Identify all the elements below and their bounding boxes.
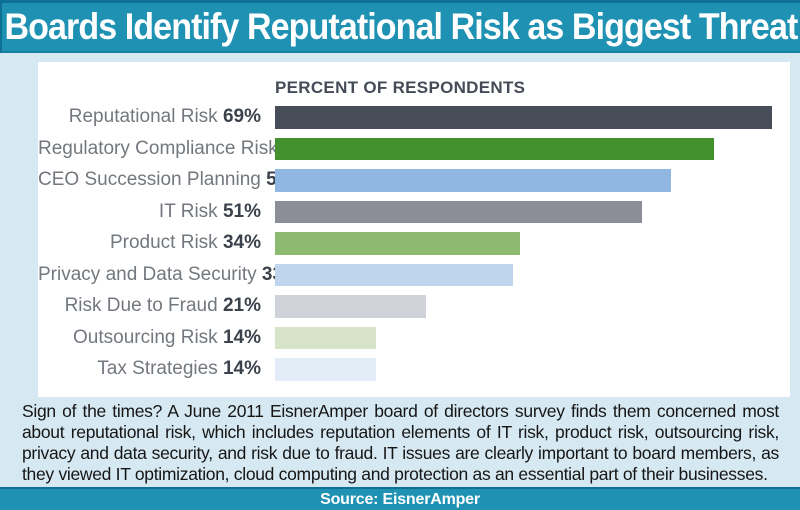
- bar-category-text: Privacy and Data Security: [38, 263, 262, 285]
- bar-value-text: 51%: [222, 200, 261, 222]
- chart-row: Tax Strategies 14%: [38, 358, 790, 381]
- source-bar: Source: EisnerAmper: [0, 487, 800, 510]
- bar-value-text: 21%: [222, 295, 261, 317]
- bar-label: Tax Strategies 14%: [38, 358, 261, 380]
- bar-track: [275, 263, 790, 286]
- header-banner: Boards Identify Reputational Risk as Big…: [0, 0, 800, 53]
- bar-label: CEO Succession Planning 55%: [38, 169, 304, 191]
- bar: [275, 358, 376, 381]
- bar-label: Risk Due to Fraud 21%: [38, 295, 261, 317]
- bar-value-text: 14%: [222, 326, 261, 348]
- bar-track: [275, 358, 790, 381]
- bar-label: Outsourcing Risk 14%: [38, 327, 261, 349]
- chart-row: Product Risk 34%: [38, 232, 790, 255]
- bar-category-text: Product Risk: [109, 232, 223, 254]
- chart-panel: PERCENT OF RESPONDENTS Reputational Risk…: [38, 62, 790, 397]
- bar: [275, 232, 520, 255]
- bar-track: [275, 200, 790, 223]
- bar-category-text: IT Risk: [158, 200, 223, 222]
- bar: [275, 295, 427, 318]
- bar-category-text: Outsourcing Risk: [73, 326, 223, 348]
- bar-track: [275, 326, 790, 349]
- bar: [275, 326, 376, 349]
- footer-paragraph: Sign of the times? A June 2011 EisnerAmp…: [22, 401, 779, 484]
- chart-title: PERCENT OF RESPONDENTS: [275, 78, 526, 97]
- chart-row: IT Risk 51%: [38, 200, 790, 223]
- chart-row: Outsourcing Risk 14%: [38, 326, 790, 349]
- bar: [275, 137, 715, 160]
- bar-track: [275, 137, 790, 160]
- bar-track: [275, 106, 790, 129]
- chart-rows: Reputational Risk 69% Regulatory Complian…: [38, 106, 790, 381]
- bar: [275, 200, 643, 223]
- chart-row: Risk Due to Fraud 21%: [38, 295, 790, 318]
- bar-track: [275, 169, 790, 192]
- chart-row: CEO Succession Planning 55%: [38, 169, 790, 192]
- bar-label: Reputational Risk 69%: [38, 106, 261, 128]
- bar: [275, 106, 772, 129]
- bar: [275, 263, 513, 286]
- bar-label: Regulatory Compliance Risk 61%: [38, 138, 321, 160]
- bar: [275, 169, 671, 192]
- bar-value-text: 34%: [222, 232, 261, 254]
- source-label: Source: EisnerAmper: [320, 490, 480, 508]
- bar-category-text: CEO Succession Planning: [38, 169, 267, 191]
- bar-label: Product Risk 34%: [38, 232, 261, 254]
- bar-category-text: Reputational Risk: [68, 106, 223, 128]
- chart-row: Reputational Risk 69%: [38, 106, 790, 129]
- bar-track: [275, 295, 790, 318]
- bar-value-text: 14%: [222, 358, 261, 380]
- bar-label: Privacy and Data Security 33%: [38, 263, 300, 286]
- chart-row: Regulatory Compliance Risk 61%: [38, 137, 790, 160]
- chart-row: Privacy and Data Security 33%: [38, 263, 790, 286]
- bar-track: [275, 232, 790, 255]
- page-title: Boards Identify Reputational Risk as Big…: [4, 6, 799, 47]
- bar-label: IT Risk 51%: [38, 201, 261, 223]
- bar-category-text: Regulatory Compliance Risk: [38, 137, 283, 159]
- bar-value-text: 69%: [222, 106, 261, 128]
- bar-category-text: Risk Due to Fraud: [64, 295, 223, 317]
- bar-category-text: Tax Strategies: [97, 358, 223, 380]
